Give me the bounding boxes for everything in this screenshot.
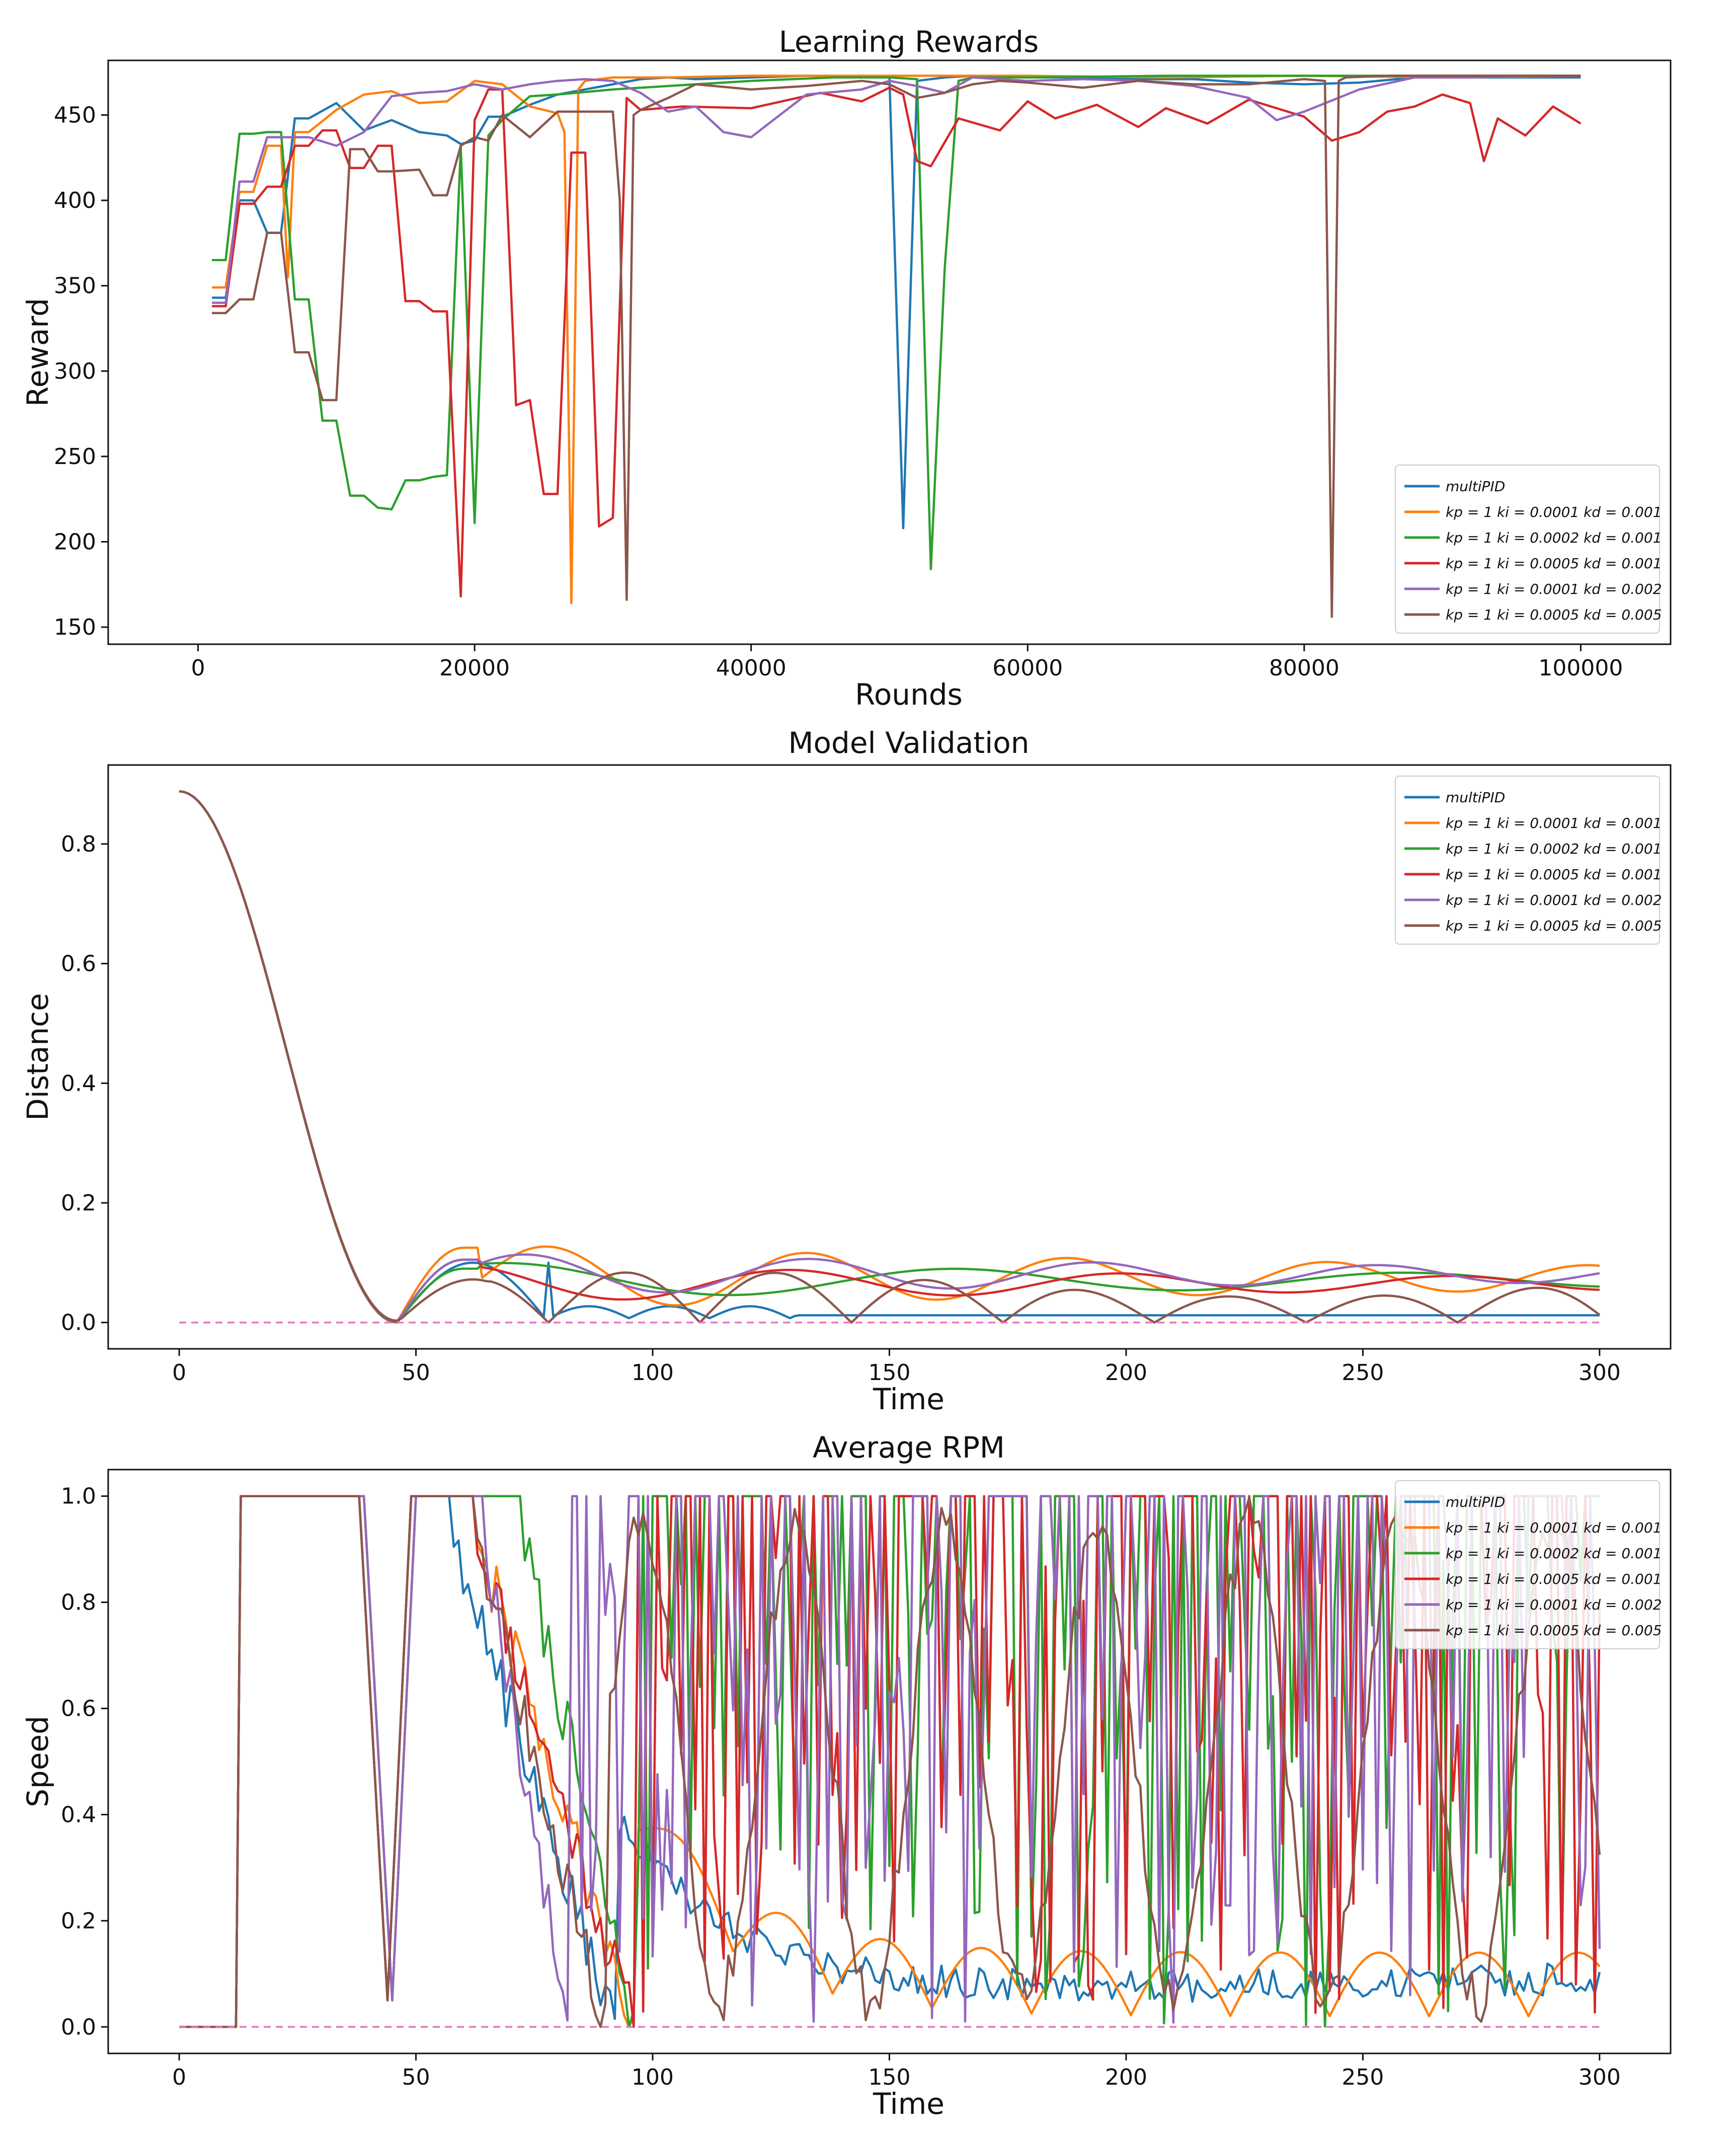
rewards-legend-entry: kp = 1 ki = 0.0005 kd = 0.005 <box>1446 606 1662 623</box>
rpm-xtick-label: 250 <box>1342 2064 1384 2090</box>
validation-legend-entry: kp = 1 ki = 0.0002 kd = 0.001 <box>1446 840 1662 857</box>
validation-ytick-label: 0.8 <box>61 831 96 857</box>
rewards-yticks: 150 200 250 300 350 400 450 <box>54 103 108 640</box>
rewards-ytick-label: 400 <box>54 188 96 213</box>
rpm-xlabel: Time <box>873 2087 944 2121</box>
rewards-panel: Learning Rewards 0 20000 40000 60000 80000 10… <box>21 25 1672 712</box>
rewards-xtick-label: 100000 <box>1538 655 1623 681</box>
validation-series-line <box>179 790 1601 1324</box>
rpm-xtick-label: 200 <box>1105 2064 1147 2090</box>
rpm-series-group <box>179 1495 1601 2028</box>
validation-series-line <box>179 790 1600 1323</box>
validation-ylabel: Distance <box>21 993 55 1121</box>
rpm-legend-box <box>1395 1480 1660 1649</box>
rpm-ylabel: Speed <box>21 1716 55 1807</box>
rpm-xtick-label: 0 <box>172 2064 186 2090</box>
rewards-xtick-label: 60000 <box>992 655 1063 681</box>
rewards-legend-entry: kp = 1 ki = 0.0002 kd = 0.001 <box>1446 529 1662 546</box>
rpm-legend: multiPID kp = 1 ki = 0.0001 kd = 0.001 kp … <box>1395 1480 1662 1649</box>
validation-series-line <box>179 790 1600 1324</box>
validation-xtick-label: 50 <box>402 1360 430 1386</box>
validation-xtick-label: 100 <box>632 1360 674 1386</box>
validation-legend-entry: kp = 1 ki = 0.0001 kd = 0.002 <box>1446 892 1662 908</box>
rewards-xticks: 0 20000 40000 60000 80000 100000 <box>191 644 1623 681</box>
rewards-legend-entry: kp = 1 ki = 0.0005 kd = 0.001 <box>1446 555 1662 572</box>
validation-series-line <box>179 790 1600 1323</box>
rewards-series-group <box>212 74 1582 618</box>
validation-xtick-label: 250 <box>1342 1360 1384 1386</box>
rewards-ytick-label: 350 <box>54 273 96 299</box>
rpm-panel: Average RPM 0 50 100 150 200 250 300 0.0 0.2 0.4… <box>21 1430 1672 2121</box>
rewards-series-line <box>212 87 1582 598</box>
validation-xtick-label: 150 <box>869 1360 911 1386</box>
rpm-legend-entry: kp = 1 ki = 0.0005 kd = 0.001 <box>1446 1571 1662 1587</box>
rpm-yticks: 0.0 0.2 0.4 0.6 0.8 1.0 <box>61 1484 108 2040</box>
rewards-ytick-label: 250 <box>54 444 96 470</box>
rpm-ytick-label: 0.8 <box>61 1590 96 1616</box>
validation-xtick-label: 0 <box>172 1360 186 1386</box>
validation-series-group <box>179 790 1601 1324</box>
validation-legend-box <box>1395 776 1660 945</box>
rpm-xtick-label: 150 <box>869 2064 911 2090</box>
rewards-ylabel: Reward <box>21 298 55 407</box>
rewards-xtick-label: 0 <box>191 655 205 681</box>
rpm-legend-entry: kp = 1 ki = 0.0001 kd = 0.002 <box>1446 1596 1662 1613</box>
rewards-xtick-label: 20000 <box>439 655 510 681</box>
rewards-ytick-label: 150 <box>54 615 96 640</box>
validation-yticks: 0.0 0.2 0.4 0.6 0.8 <box>61 831 108 1336</box>
rewards-legend-entry: kp = 1 ki = 0.0001 kd = 0.002 <box>1446 581 1662 597</box>
validation-panel: Model Validation 0 50 100 150 200 250 300 0.00… <box>21 726 1672 1416</box>
validation-xtick-label: 200 <box>1105 1360 1147 1386</box>
rpm-ytick-label: 0.4 <box>61 1802 96 1827</box>
rpm-xtick-label: 100 <box>632 2064 674 2090</box>
rewards-xtick-label: 40000 <box>716 655 786 681</box>
validation-legend-entry: kp = 1 ki = 0.0005 kd = 0.001 <box>1446 866 1662 883</box>
rpm-ytick-label: 1.0 <box>61 1484 96 1509</box>
rpm-ytick-label: 0.0 <box>61 2014 96 2040</box>
validation-title: Model Validation <box>788 726 1030 760</box>
rpm-xtick-label: 50 <box>402 2064 430 2090</box>
validation-xticks: 0 50 100 150 200 250 300 <box>172 1349 1621 1386</box>
rpm-legend-entry: kp = 1 ki = 0.0001 kd = 0.001 <box>1446 1519 1662 1536</box>
rpm-title: Average RPM <box>813 1430 1005 1465</box>
validation-legend-entry: kp = 1 ki = 0.0001 kd = 0.001 <box>1446 815 1662 831</box>
validation-ytick-label: 0.2 <box>61 1190 96 1216</box>
rewards-series-line <box>212 74 1581 571</box>
rewards-ytick-label: 300 <box>54 358 96 384</box>
rewards-xlabel: Rounds <box>855 677 963 712</box>
validation-xlabel: Time <box>873 1382 944 1416</box>
rpm-ytick-label: 0.2 <box>61 1908 96 1934</box>
rewards-xtick-label: 80000 <box>1269 655 1339 681</box>
validation-ytick-label: 0.6 <box>61 951 96 977</box>
rewards-legend-entry: kp = 1 ki = 0.0001 kd = 0.001 <box>1446 504 1662 520</box>
rewards-ytick-label: 450 <box>54 103 96 128</box>
rpm-ytick-label: 0.6 <box>61 1696 96 1722</box>
rewards-legend: multiPID kp = 1 ki = 0.0001 kd = 0.001 kp … <box>1395 465 1662 634</box>
rewards-ytick-label: 200 <box>54 529 96 555</box>
rpm-legend-entry: kp = 1 ki = 0.0002 kd = 0.001 <box>1446 1545 1662 1562</box>
rewards-legend-entry: multiPID <box>1446 478 1505 495</box>
rewards-series-line <box>212 74 1581 304</box>
rewards-series-line <box>212 74 1581 604</box>
rewards-plot-frame <box>107 59 1672 645</box>
validation-ytick-label: 0.4 <box>61 1070 96 1096</box>
validation-legend-entry: kp = 1 ki = 0.0005 kd = 0.005 <box>1446 917 1662 934</box>
validation-series-line <box>179 790 1600 1324</box>
validation-xtick-label: 300 <box>1579 1360 1621 1386</box>
validation-series-line <box>179 790 1600 1323</box>
rpm-series-line <box>179 1495 1601 2028</box>
rpm-legend-entry: kp = 1 ki = 0.0005 kd = 0.005 <box>1446 1622 1662 1639</box>
rewards-series-line <box>212 74 1581 618</box>
validation-legend-entry: multiPID <box>1446 789 1505 806</box>
rpm-xticks: 0 50 100 150 200 250 300 <box>172 2053 1621 2090</box>
rewards-legend-box <box>1395 465 1660 634</box>
rpm-legend-entry: multiPID <box>1446 1494 1505 1510</box>
rewards-title: Learning Rewards <box>779 25 1039 59</box>
rpm-xtick-label: 300 <box>1579 2064 1621 2090</box>
validation-legend: multiPID kp = 1 ki = 0.0001 kd = 0.001 kp … <box>1395 776 1662 945</box>
rewards-series-line <box>212 74 1581 529</box>
validation-ytick-label: 0.0 <box>61 1310 96 1336</box>
